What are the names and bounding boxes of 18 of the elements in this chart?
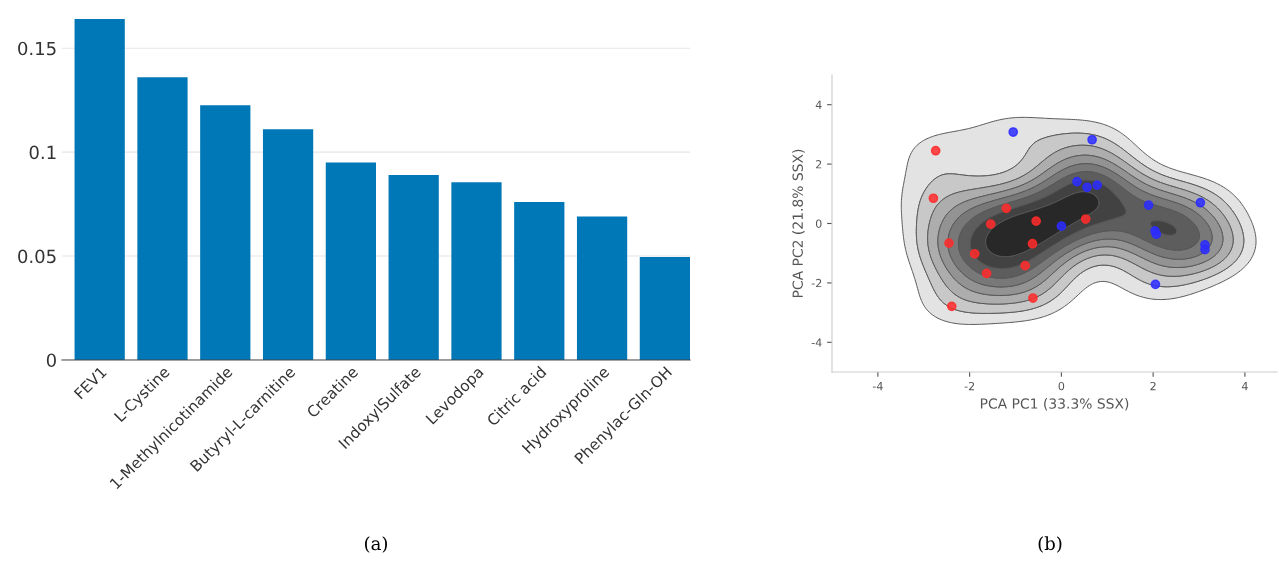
x-axis-title: PCA PC1 (33.3% SSX) [980,398,1129,411]
y-tick-label: -4 [811,338,822,347]
y-tick-label: 0 [815,219,822,228]
y-tick-label: 0.05 [18,249,56,264]
x-tick-label: 4 [1241,382,1248,391]
y-tick-label: 0.1 [29,145,56,160]
text: (a) [365,536,387,553]
y-tick-label: 0 [46,353,56,368]
text: (b) [1038,536,1062,553]
x-tick-label: 0 [1058,381,1065,391]
x-tick-label: -2 [964,381,975,391]
y-tick-label: -2 [811,278,822,288]
x-tick-label: -4 [872,382,883,391]
y-tick-label: 0.15 [18,41,56,56]
y-tick-label: 2 [816,160,822,169]
y-axis-title: PCA PC2 (21.8% SSX) [792,149,805,298]
y-tick-label: 4 [815,100,822,109]
x-tick-label: 2 [1150,381,1156,391]
